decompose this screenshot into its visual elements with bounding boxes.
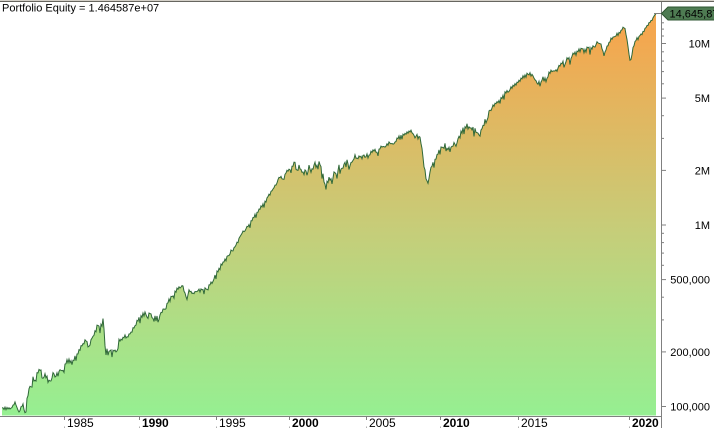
svg-text:14,645,870: 14,645,870	[670, 9, 714, 21]
svg-text:200,000: 200,000	[670, 347, 710, 359]
svg-text:500,000: 500,000	[670, 275, 710, 287]
svg-text:100,000: 100,000	[670, 402, 710, 414]
svg-text:1M: 1M	[695, 220, 710, 232]
svg-text:2005: 2005	[369, 416, 396, 428]
svg-text:Portfolio Equity = 1.464587e+0: Portfolio Equity = 1.464587e+07	[2, 3, 159, 15]
svg-text:2000: 2000	[292, 416, 319, 428]
svg-text:2M: 2M	[695, 165, 710, 177]
svg-text:1985: 1985	[67, 416, 94, 428]
svg-text:2020: 2020	[632, 416, 659, 428]
svg-text:2015: 2015	[521, 416, 548, 428]
svg-text:10M: 10M	[689, 39, 710, 51]
svg-text:1990: 1990	[142, 416, 169, 428]
svg-text:5M: 5M	[695, 93, 710, 105]
svg-text:2010: 2010	[443, 416, 470, 428]
svg-text:1995: 1995	[219, 416, 246, 428]
